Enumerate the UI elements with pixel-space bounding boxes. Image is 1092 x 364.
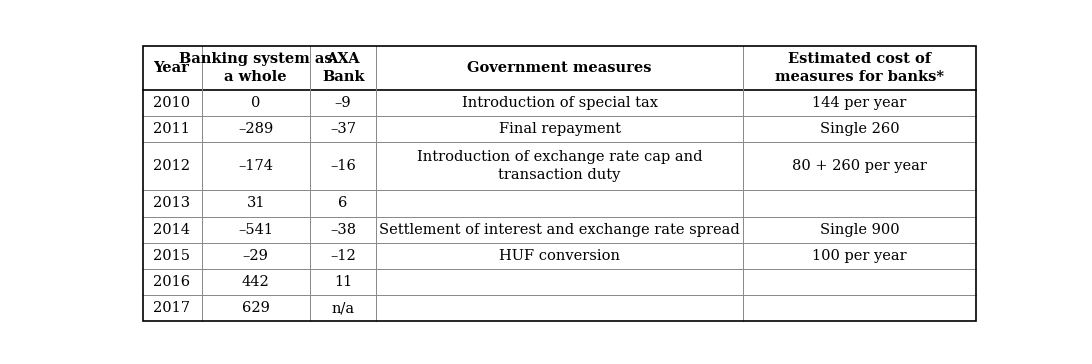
Text: Government measures: Government measures — [467, 61, 652, 75]
Text: –12: –12 — [330, 249, 356, 263]
Text: –541: –541 — [238, 223, 273, 237]
Text: –174: –174 — [238, 159, 273, 173]
Text: Estimated cost of
measures for banks*: Estimated cost of measures for banks* — [775, 52, 943, 84]
Text: Introduction of exchange rate cap and
transaction duty: Introduction of exchange rate cap and tr… — [417, 150, 702, 182]
Text: 6: 6 — [339, 197, 348, 210]
Text: 629: 629 — [241, 301, 270, 315]
Text: Banking system as
a whole: Banking system as a whole — [179, 52, 332, 84]
Text: 2015: 2015 — [153, 249, 190, 263]
Text: 100 per year: 100 per year — [812, 249, 906, 263]
Text: 0: 0 — [251, 96, 260, 110]
Text: 2013: 2013 — [153, 197, 190, 210]
Text: Single 900: Single 900 — [820, 223, 899, 237]
Text: 11: 11 — [334, 275, 353, 289]
Text: –37: –37 — [330, 122, 356, 136]
Text: Year: Year — [153, 61, 189, 75]
Text: 2012: 2012 — [153, 159, 190, 173]
Text: 31: 31 — [247, 197, 265, 210]
Text: 2016: 2016 — [153, 275, 190, 289]
Text: HUF conversion: HUF conversion — [499, 249, 620, 263]
Text: 80 + 260 per year: 80 + 260 per year — [792, 159, 927, 173]
Text: 442: 442 — [241, 275, 270, 289]
Text: Final repayment: Final repayment — [499, 122, 620, 136]
Text: –9: –9 — [335, 96, 352, 110]
Text: 2017: 2017 — [153, 301, 190, 315]
Text: 2010: 2010 — [153, 96, 190, 110]
Text: Settlement of interest and exchange rate spread: Settlement of interest and exchange rate… — [379, 223, 740, 237]
Text: –16: –16 — [330, 159, 356, 173]
Text: AXA
Bank: AXA Bank — [322, 52, 365, 84]
Text: –289: –289 — [238, 122, 273, 136]
Text: –29: –29 — [242, 249, 269, 263]
Text: 2011: 2011 — [153, 122, 190, 136]
Text: –38: –38 — [330, 223, 356, 237]
Text: 144 per year: 144 per year — [812, 96, 906, 110]
Text: n/a: n/a — [332, 301, 355, 315]
Text: Introduction of special tax: Introduction of special tax — [462, 96, 657, 110]
Text: 2014: 2014 — [153, 223, 190, 237]
Text: Single 260: Single 260 — [820, 122, 899, 136]
